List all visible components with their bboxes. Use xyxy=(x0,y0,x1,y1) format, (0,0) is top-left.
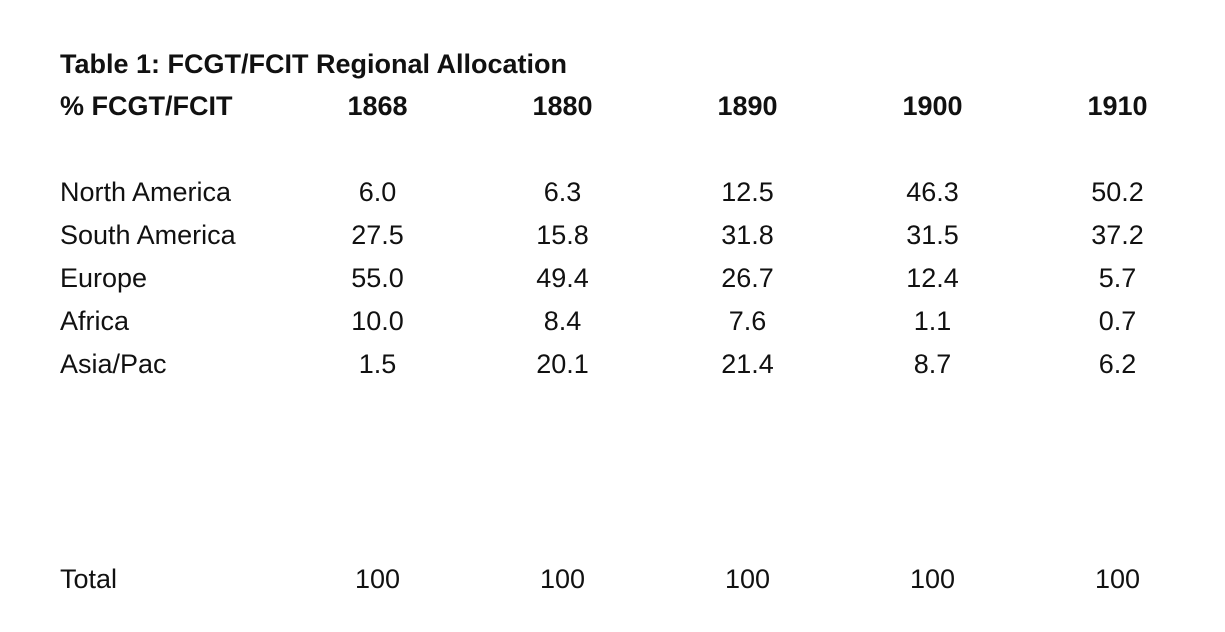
table-cell: 15.8 xyxy=(536,220,589,250)
table-cell: 21.4 xyxy=(721,349,774,379)
header-year-1880: 1880 xyxy=(532,91,593,121)
table-cell: 100 xyxy=(354,564,401,594)
table-cell: 5.7 xyxy=(1098,263,1137,293)
table-cell: 12.4 xyxy=(906,263,959,293)
table-cell: 1.1 xyxy=(913,306,952,336)
table-row-north-america: North America 6.0 6.3 12.5 46.3 50.2 xyxy=(60,171,1180,214)
header-year-1900: 1900 xyxy=(902,91,963,121)
table-cell: 46.3 xyxy=(906,177,959,207)
table-cell: 27.5 xyxy=(351,220,404,250)
table-cell: 10.0 xyxy=(351,306,404,336)
table-cell: 26.7 xyxy=(721,263,774,293)
table-cell: 7.6 xyxy=(728,306,767,336)
row-label: South America xyxy=(60,220,236,250)
table-cell: 31.5 xyxy=(906,220,959,250)
header-year-1868: 1868 xyxy=(347,91,408,121)
table-cell: 12.5 xyxy=(721,177,774,207)
table-header-row: % FCGT/FCIT 1868 1880 1890 1900 1910 xyxy=(60,84,1180,128)
table-row-total: Total 100 100 100 100 100 xyxy=(60,558,1180,601)
table-cell: 1.5 xyxy=(358,349,397,379)
table-row-south-america: South America 27.5 15.8 31.8 31.5 37.2 xyxy=(60,214,1180,257)
table-cell: 8.4 xyxy=(543,306,582,336)
table-cell: 49.4 xyxy=(536,263,589,293)
table-cell: 0.7 xyxy=(1098,306,1137,336)
spacer xyxy=(60,128,1180,171)
table-cell: 100 xyxy=(909,564,956,594)
table-cell: 8.7 xyxy=(913,349,952,379)
table-cell: 20.1 xyxy=(536,349,589,379)
header-year-1890: 1890 xyxy=(717,91,778,121)
spacer xyxy=(60,386,1180,558)
table-cell: 100 xyxy=(1094,564,1141,594)
row-label: Asia/Pac xyxy=(60,349,167,379)
table-cell: 100 xyxy=(724,564,771,594)
row-label: North America xyxy=(60,177,232,207)
table-cell: 6.0 xyxy=(358,177,397,207)
table-row-europe: Europe 55.0 49.4 26.7 12.4 5.7 xyxy=(60,257,1180,300)
table-cell: 37.2 xyxy=(1091,220,1144,250)
header-year-1910: 1910 xyxy=(1087,91,1148,121)
row-label: Total xyxy=(60,564,118,594)
row-label: Africa xyxy=(60,306,130,336)
table-row-asia-pac: Asia/Pac 1.5 20.1 21.4 8.7 6.2 xyxy=(60,343,1180,386)
table-title: Table 1: FCGT/FCIT Regional Allocation xyxy=(60,49,568,79)
table-cell: 55.0 xyxy=(351,263,404,293)
regional-allocation-table: Table 1: FCGT/FCIT Regional Allocation %… xyxy=(60,44,1180,601)
table-cell: 31.8 xyxy=(721,220,774,250)
table-cell: 6.2 xyxy=(1098,349,1137,379)
table-cell: 100 xyxy=(539,564,586,594)
table-cell: 50.2 xyxy=(1091,177,1144,207)
table-row-africa: Africa 10.0 8.4 7.6 1.1 0.7 xyxy=(60,300,1180,343)
row-label: Europe xyxy=(60,263,148,293)
table-cell: 6.3 xyxy=(543,177,582,207)
header-label: % FCGT/FCIT xyxy=(60,91,233,121)
